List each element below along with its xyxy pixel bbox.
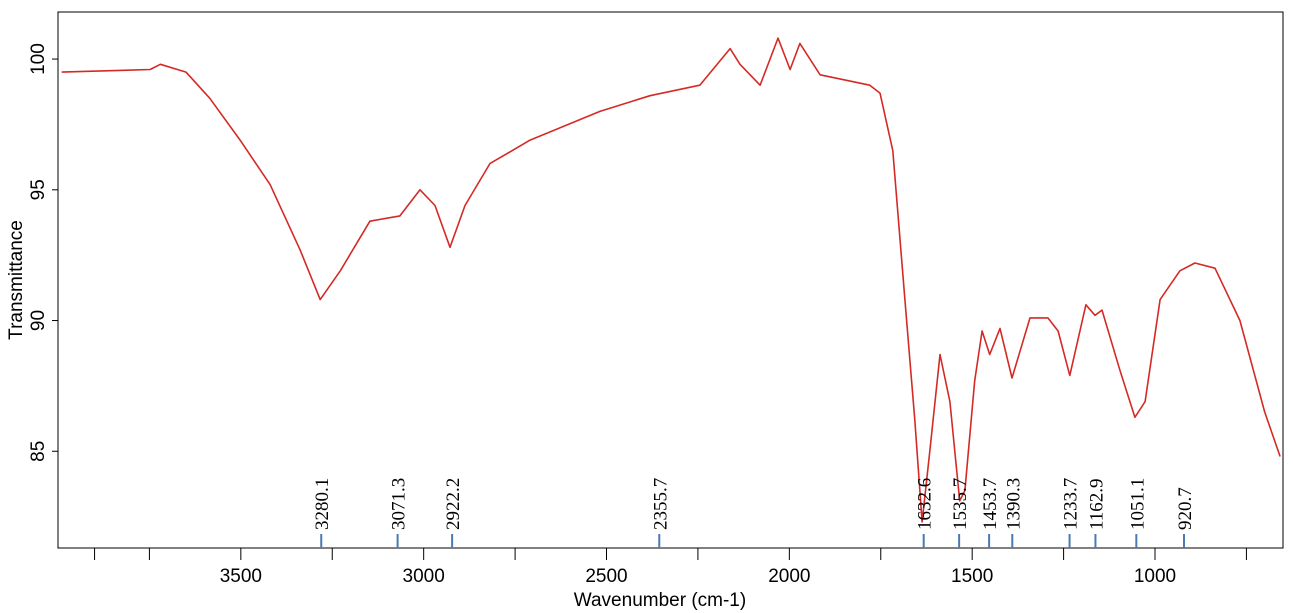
spectrum-line [61,37,1281,523]
plot-frame [57,11,1284,549]
peak-label: 1453.7 [980,478,1001,530]
peak-label: 2355.7 [650,478,671,530]
peak-label: 1632.6 [915,478,936,530]
peak-label: 3280.1 [312,478,333,530]
peak-label: 1233.7 [1061,478,1082,530]
x-tick-label: 2500 [585,566,627,587]
y-tick-label: 90 [28,310,49,331]
y-tick-label: 100 [28,43,49,75]
peak-label: 2922.2 [443,478,464,530]
y-tick-label: 95 [28,179,49,200]
x-tick-label: 3500 [220,566,262,587]
x-tick-label: 2000 [768,566,810,587]
x-tick-label: 3000 [403,566,445,587]
peak-label: 1535.7 [950,478,971,530]
peak-label: 1390.3 [1003,478,1024,530]
y-tick-label: 85 [28,441,49,462]
peak-label: 920.7 [1175,487,1196,530]
x-axis-title: Wavenumber (cm-1) [574,590,746,611]
y-axis-title: Transmittance [6,220,27,340]
peak-label: 3071.3 [389,478,410,530]
x-tick-label: 1000 [1134,566,1176,587]
peak-label: 1162.9 [1086,478,1107,530]
peak-label: 1051.1 [1127,478,1148,530]
x-tick-label: 1500 [951,566,993,587]
